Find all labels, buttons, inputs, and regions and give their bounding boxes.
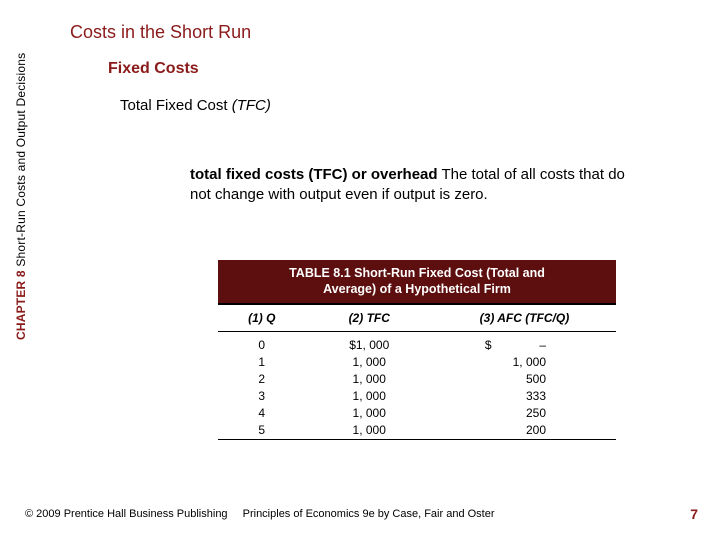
copyright-footer: © 2009 Prentice Hall Business Publishing… [25, 508, 495, 520]
table-row: 3 1, 000 333 [218, 388, 616, 405]
col-header-tfc: (2) TFC [306, 305, 433, 332]
cell-tfc: 1, 000 [306, 405, 433, 422]
cell-q: 3 [218, 388, 306, 405]
cell-afc: 1, 000 [433, 354, 616, 371]
definition-term: total fixed costs (TFC) or overhead [190, 166, 438, 183]
subsection-title: Fixed Costs [108, 60, 199, 78]
table-row: 5 1, 000 200 [218, 422, 616, 439]
table-title-line2: Average) of a Hypothetical Firm [323, 282, 511, 296]
cell-q: 1 [218, 354, 306, 371]
table-row: 2 1, 000 500 [218, 371, 616, 388]
table-title: TABLE 8.1 Short-Run Fixed Cost (Total an… [218, 260, 616, 303]
cell-tfc: 1, 000 [306, 354, 433, 371]
cell-q: 5 [218, 422, 306, 439]
cell-tfc: 1, 000 [306, 422, 433, 439]
subsubsection-title: Total Fixed Cost (TFC) [120, 97, 271, 114]
chapter-number: CHAPTER 8 [14, 270, 28, 340]
cell-q: 0 [218, 332, 306, 354]
cell-afc: 333 [433, 388, 616, 405]
page-number: 7 [690, 506, 698, 522]
fixed-cost-table: (1) Q (2) TFC (3) AFC (TFC/Q) 0 $1, 000 … [218, 305, 616, 439]
chapter-title: Short-Run Costs and Output Decisions [14, 53, 28, 271]
cell-afc: 500 [433, 371, 616, 388]
footer-book-title: Principles of Economics 9e by Case, Fair… [243, 508, 495, 520]
section-title: Costs in the Short Run [70, 22, 251, 43]
footer-publisher: © 2009 Prentice Hall Business Publishing [25, 508, 228, 520]
table-container: TABLE 8.1 Short-Run Fixed Cost (Total an… [218, 260, 616, 440]
cell-afc: 250 [433, 405, 616, 422]
cell-afc: 200 [433, 422, 616, 439]
definition-block: total fixed costs (TFC) or overhead The … [190, 165, 645, 204]
table-row: 0 $1, 000 $– [218, 332, 616, 354]
table-title-line1: TABLE 8.1 Short-Run Fixed Cost (Total an… [289, 266, 545, 280]
table-header-row: (1) Q (2) TFC (3) AFC (TFC/Q) [218, 305, 616, 332]
cell-tfc: $1, 000 [306, 332, 433, 354]
table-row: 1 1, 000 1, 000 [218, 354, 616, 371]
cell-q: 4 [218, 405, 306, 422]
cell-tfc: 1, 000 [306, 371, 433, 388]
col-header-q: (1) Q [218, 305, 306, 332]
table-row: 4 1, 000 250 [218, 405, 616, 422]
cell-tfc: 1, 000 [306, 388, 433, 405]
cell-q: 2 [218, 371, 306, 388]
col-header-afc: (3) AFC (TFC/Q) [433, 305, 616, 332]
chapter-sidebar-label: CHAPTER 8 Short-Run Costs and Output Dec… [14, 53, 28, 340]
cell-afc: $– [433, 332, 616, 354]
